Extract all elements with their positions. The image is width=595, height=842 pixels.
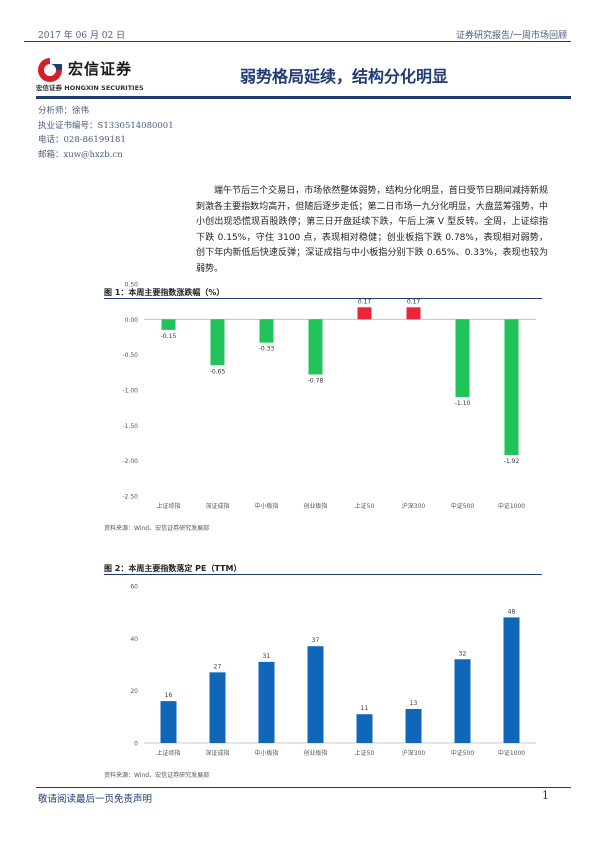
bar xyxy=(210,319,225,366)
x-tick-label: 中证1000 xyxy=(498,502,525,510)
bar xyxy=(161,319,176,330)
report-date: 2017 年 06 月 02 日 xyxy=(38,31,126,41)
y-tick-label: 40 xyxy=(130,636,138,643)
bar xyxy=(160,701,177,743)
y-tick-label: -1.00 xyxy=(122,388,138,395)
logo-name-en: 宏信证券 HONGXIN SECURITIES xyxy=(36,84,144,92)
x-tick-label: 上证综指 xyxy=(156,749,180,757)
x-tick-label: 深证成指 xyxy=(205,749,229,757)
bar xyxy=(455,319,470,398)
page-title: 弱势格局延续，结构分化明显 xyxy=(240,67,449,86)
figure1-title: 图 1：本周主要指数涨跌幅（%） xyxy=(104,288,225,297)
data-label: -0.33 xyxy=(259,346,275,353)
summary-paragraph: 端午节后三个交易日，市场依然整体弱势，结构分化明显，首日受节日期间减持新规刺激各… xyxy=(196,186,548,274)
page-number: 1 xyxy=(542,789,549,802)
y-tick-label: -2.50 xyxy=(122,494,138,501)
y-tick-label: 0.00 xyxy=(125,317,139,324)
data-label: -1.10 xyxy=(455,400,471,407)
figure1-chart: 0.50 0.00 -0.50 -1.00 -1.50 -2.00 -2.50 -0.15 上证… xyxy=(122,282,536,510)
bar xyxy=(504,319,519,456)
data-label: 27 xyxy=(214,663,222,670)
x-tick-label: 上证综指 xyxy=(156,502,180,510)
data-label: 0.17 xyxy=(407,298,421,305)
y-tick-label: -1.50 xyxy=(122,423,138,430)
x-tick-label: 中证500 xyxy=(451,502,475,510)
analyst-license: 执业证书编号：S1330514080001 xyxy=(38,120,174,131)
data-label: 32 xyxy=(459,650,467,657)
figure2-title: 图 2：本周主要指数落定 PE（TTM） xyxy=(104,564,242,573)
data-label: 37 xyxy=(312,637,320,644)
x-tick-label: 中证500 xyxy=(451,749,475,757)
bar xyxy=(258,661,275,743)
company-logo: 宏信证券 宏信证券 HONGXIN SECURITIES xyxy=(36,54,166,94)
data-label: 13 xyxy=(410,700,418,707)
analyst-email: 邮箱：xuw@hxzb.cn xyxy=(38,149,123,160)
logo-mark-icon xyxy=(38,58,62,82)
x-tick-label: 上证50 xyxy=(355,502,375,510)
bar xyxy=(259,319,274,343)
data-label: 31 xyxy=(263,653,271,660)
x-tick-label: 深证成指 xyxy=(205,502,229,510)
y-tick-label: 60 xyxy=(130,584,138,591)
title-divider xyxy=(36,96,571,99)
bar xyxy=(405,708,422,743)
x-tick-label: 沪深300 xyxy=(402,749,426,757)
data-label: -1.92 xyxy=(504,458,520,465)
figure2-source: 资料来源：Wind、宏信证券研究发展部 xyxy=(104,772,210,779)
bar xyxy=(209,672,226,743)
x-tick-label: 中小板指 xyxy=(254,502,278,510)
y-tick-label: -0.50 xyxy=(122,352,138,359)
report-category: 证券研究报告/一周市场回顾 xyxy=(455,31,567,41)
bar xyxy=(406,307,421,320)
x-tick-label: 中小板指 xyxy=(254,749,278,757)
analyst-phone: 电话：028-86199181 xyxy=(38,135,126,145)
bar xyxy=(356,714,373,743)
bar xyxy=(357,307,372,320)
data-label: 48 xyxy=(508,608,516,615)
page-header: 2017 年 06 月 02 日 证券研究报告/一周市场回顾 xyxy=(24,26,571,42)
data-label: 0.17 xyxy=(358,298,372,305)
figure1-source: 资料来源：Wind、宏信证券研究发展部 xyxy=(104,525,210,532)
figure1-divider xyxy=(104,298,542,299)
figure2-chart: 60 40 20 0 16 上证综指 27 深证成指 31 中小板指 37 创业板指 11 上证50 13 沪… xyxy=(130,584,536,757)
y-tick-label: 20 xyxy=(130,688,138,695)
x-tick-label: 中证1000 xyxy=(498,749,525,757)
analyst-info: 分析师：徐伟 执业证书编号：S1330514080001 电话：028-8619… xyxy=(38,104,174,162)
logo-name: 宏信证券 xyxy=(68,60,133,78)
y-tick-label: 0 xyxy=(134,741,138,748)
disclaimer-note: 敬请阅读最后一页免责声明 xyxy=(38,794,153,805)
y-tick-label: 0.50 xyxy=(125,282,139,289)
x-tick-label: 沪深300 xyxy=(402,502,426,510)
x-tick-label: 上证50 xyxy=(355,749,375,757)
x-tick-label: 创业板指 xyxy=(303,502,327,510)
data-label: -0.78 xyxy=(308,377,324,384)
footer-divider xyxy=(36,787,571,788)
figure2-divider xyxy=(104,574,542,575)
analyst-name: 分析师：徐伟 xyxy=(38,106,90,116)
data-label: -0.65 xyxy=(210,368,226,375)
data-label: 11 xyxy=(361,705,369,712)
bar xyxy=(307,646,324,743)
data-label: -0.15 xyxy=(161,333,177,340)
bar xyxy=(503,617,520,743)
x-tick-label: 创业板指 xyxy=(303,749,327,757)
bar xyxy=(454,659,471,743)
y-tick-label: -2.00 xyxy=(122,458,138,465)
data-label: 16 xyxy=(165,692,173,699)
bar xyxy=(308,319,323,375)
